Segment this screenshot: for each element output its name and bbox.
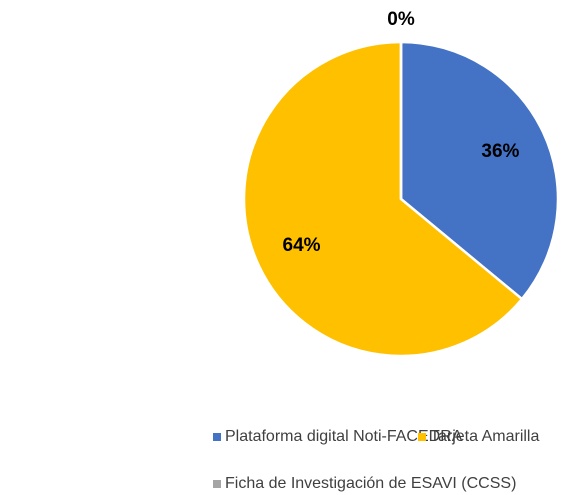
data-label: 36% <box>481 141 519 162</box>
legend-label: Tarjeta Amarilla <box>430 428 539 445</box>
legend-swatch <box>213 433 221 441</box>
legend-label: Ficha de Investigación de ESAVI (CCSS) <box>225 475 516 492</box>
legend-label: Plataforma digital Noti-FACEDRA <box>225 428 463 445</box>
data-label: 64% <box>283 235 321 256</box>
data-label: 0% <box>387 9 415 30</box>
legend-swatch <box>213 480 221 488</box>
legend-swatch <box>418 433 426 441</box>
pie-slice <box>399 40 560 301</box>
pie-slice <box>242 40 524 358</box>
